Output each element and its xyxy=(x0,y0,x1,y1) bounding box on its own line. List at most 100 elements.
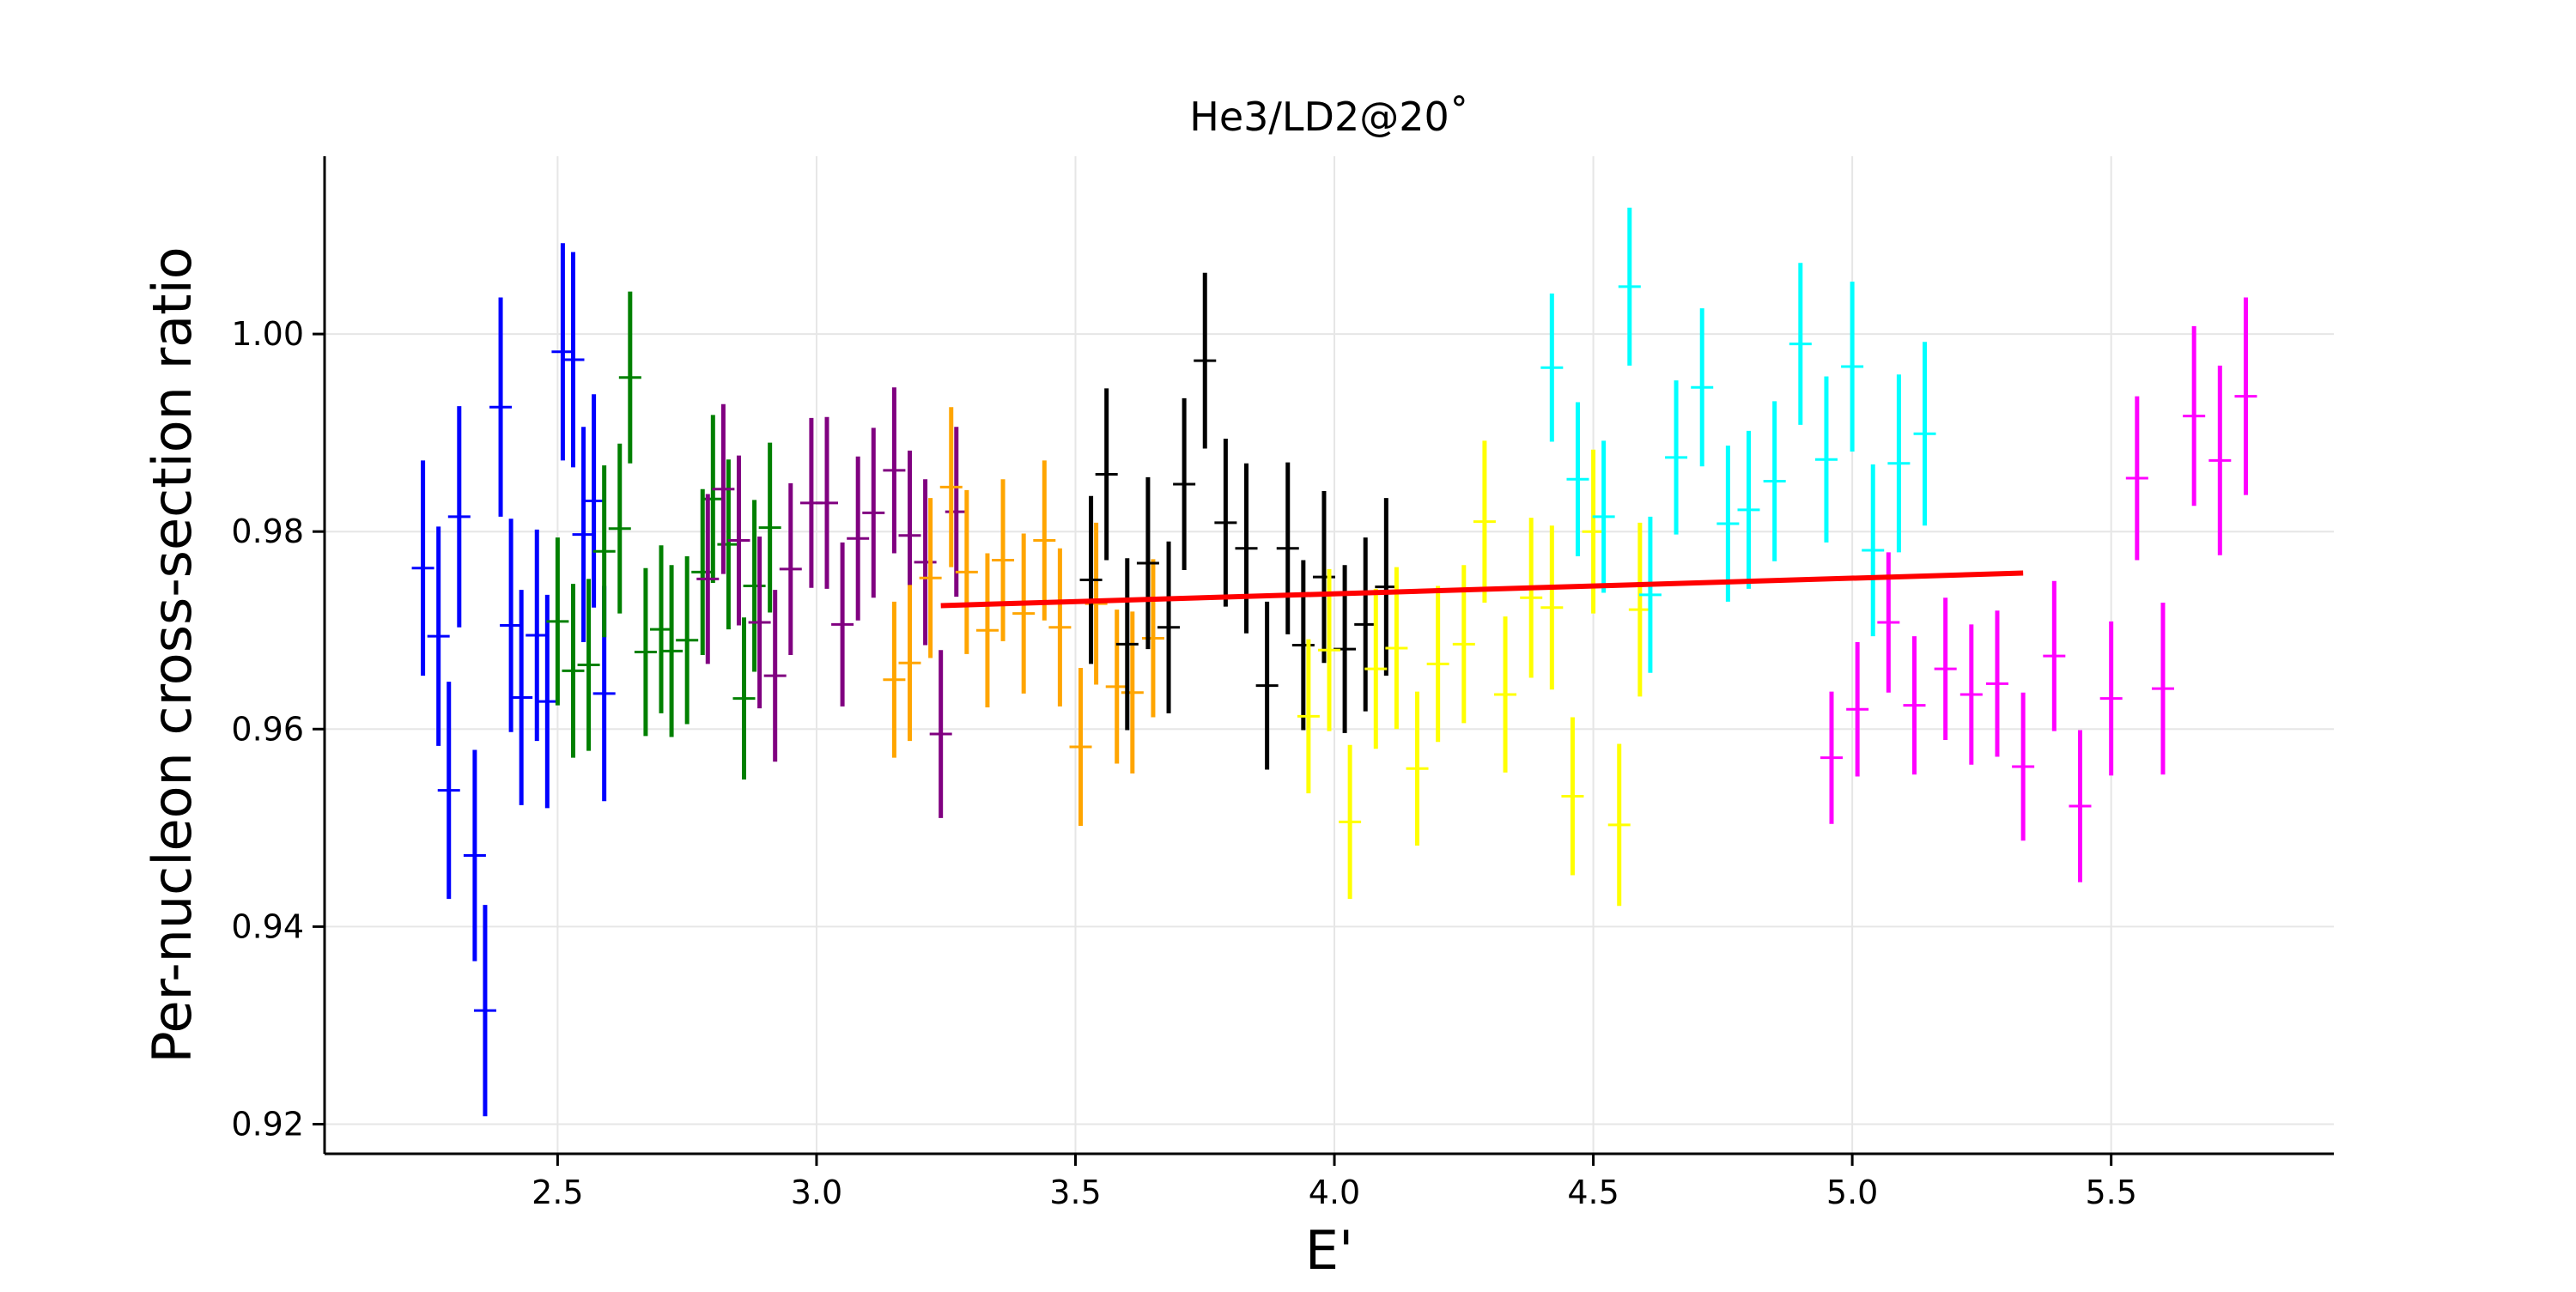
data-point xyxy=(1737,430,1760,589)
data-point xyxy=(1426,585,1449,743)
data-point xyxy=(779,482,802,655)
data-point xyxy=(691,488,714,655)
data-point xyxy=(748,536,771,709)
chart-title: He3/LD2@20˚ xyxy=(1189,94,1469,140)
data-point xyxy=(1985,610,2008,757)
data-point xyxy=(883,387,906,554)
data-point xyxy=(1494,616,1517,773)
data-point xyxy=(2099,621,2123,776)
x-tick-label: 2.5 xyxy=(532,1174,583,1211)
data-point xyxy=(2043,580,2066,731)
data-point xyxy=(914,479,937,646)
data-point xyxy=(650,545,673,713)
data-point xyxy=(1297,639,1320,794)
x-tick-label: 5.0 xyxy=(1826,1174,1878,1211)
data-point xyxy=(955,489,978,654)
data-point xyxy=(1105,610,1128,764)
data-point xyxy=(1618,207,1641,366)
data-point xyxy=(1789,263,1812,425)
data-point xyxy=(1214,439,1237,607)
series-4 xyxy=(1079,272,1398,770)
data-point xyxy=(1194,272,1217,449)
data-point xyxy=(929,650,952,818)
data-point xyxy=(660,565,683,737)
data-point xyxy=(1607,743,1631,907)
data-point xyxy=(1115,558,1139,731)
data-point xyxy=(898,585,921,742)
data-point xyxy=(702,415,725,584)
data-point xyxy=(847,456,870,621)
data-point xyxy=(551,243,574,461)
x-tick-label: 4.0 xyxy=(1309,1174,1360,1211)
data-point xyxy=(1887,374,1911,553)
data-point xyxy=(1095,388,1118,561)
data-point xyxy=(1561,717,1584,876)
data-point xyxy=(816,416,838,589)
y-tick-label: 0.98 xyxy=(231,513,304,550)
series-5 xyxy=(1297,440,1651,907)
data-point xyxy=(546,537,569,706)
data-point xyxy=(437,682,460,900)
data-point xyxy=(1235,463,1258,634)
data-point xyxy=(1665,380,1688,535)
data-point xyxy=(582,394,605,608)
ticks: 2.5 3.0 3.5 4.0 4.5 5.0 5.5 0.92 0.94 0.96 0.98 1.0… xyxy=(231,315,2136,1211)
data-point xyxy=(608,443,631,614)
data-point xyxy=(1934,597,1957,740)
data-point xyxy=(447,406,471,628)
y-tick-label: 0.96 xyxy=(231,710,304,748)
x-tick-label: 5.5 xyxy=(2085,1174,2136,1211)
data-point xyxy=(1913,342,1936,526)
data-point xyxy=(1628,522,1651,697)
data-point xyxy=(758,442,781,613)
data-point xyxy=(1173,397,1196,571)
data-point xyxy=(1069,667,1092,827)
y-tick-label: 0.94 xyxy=(231,907,304,945)
data-point xyxy=(1033,460,1056,621)
plot-area xyxy=(411,207,2257,1117)
data-point xyxy=(1841,282,1864,452)
series-7 xyxy=(1820,297,2257,883)
data-point xyxy=(1716,446,1740,602)
data-point xyxy=(696,494,720,664)
data-point xyxy=(2151,603,2174,775)
x-tick-label: 3.0 xyxy=(791,1174,842,1211)
data-point xyxy=(717,459,740,630)
data-point xyxy=(562,252,585,468)
data-point xyxy=(500,519,523,732)
fit-line xyxy=(940,570,2024,609)
data-point xyxy=(1862,464,1885,637)
data-point xyxy=(831,542,854,707)
data-point xyxy=(945,427,968,597)
data-point xyxy=(1877,552,1900,693)
data-point xyxy=(1959,624,1983,765)
data-point xyxy=(712,403,735,574)
data-point xyxy=(743,500,766,672)
data-point xyxy=(536,594,559,809)
y-tick-label: 0.92 xyxy=(231,1105,304,1143)
data-point xyxy=(1582,449,1605,614)
series-1 xyxy=(546,291,781,779)
data-point xyxy=(883,601,906,758)
data-point xyxy=(510,590,533,805)
data-point xyxy=(939,407,963,567)
data-point xyxy=(1136,476,1159,650)
data-point xyxy=(1814,376,1838,543)
data-point xyxy=(572,427,595,643)
data-point xyxy=(919,498,942,658)
data-point xyxy=(1364,588,1388,749)
data-point xyxy=(1820,691,1843,824)
data-point xyxy=(1339,744,1362,900)
data-point xyxy=(1846,642,1869,777)
data-point xyxy=(526,529,549,742)
data-point xyxy=(1276,462,1299,634)
data-point xyxy=(463,749,486,961)
data-point xyxy=(634,567,657,737)
data-point xyxy=(1520,518,1543,678)
series-2 xyxy=(696,387,968,818)
data-point xyxy=(1079,495,1103,664)
data-point xyxy=(2012,692,2035,841)
data-point xyxy=(2125,396,2148,561)
